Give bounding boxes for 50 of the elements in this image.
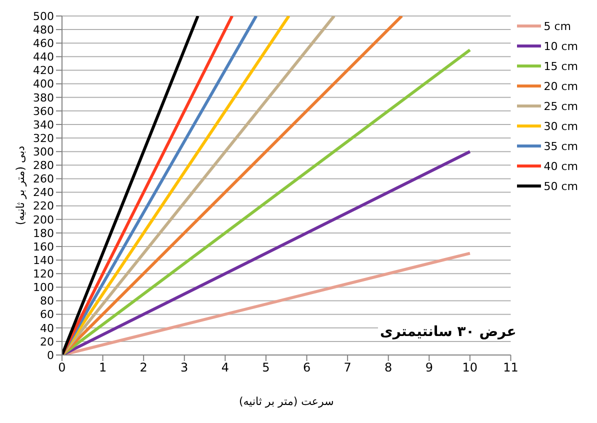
y-tick-label: 400 xyxy=(33,78,54,91)
x-tick-label: 4 xyxy=(221,360,229,375)
x-tick-label: 2 xyxy=(140,360,148,375)
y-tick-label: 300 xyxy=(33,146,54,159)
x-tick-label: 5 xyxy=(262,360,270,375)
legend-label: 35 cm xyxy=(544,140,578,152)
y-tick-label: 220 xyxy=(33,200,54,213)
legend-label: 50 cm xyxy=(544,180,578,192)
x-tick-label: 3 xyxy=(180,360,188,375)
legend-label: 20 cm xyxy=(544,80,578,92)
y-tick-label: 60 xyxy=(40,308,54,322)
y-tick-label: 360 xyxy=(33,104,54,118)
y-tick-label: 100 xyxy=(33,281,54,294)
y-tick-label: 180 xyxy=(33,226,54,240)
y-tick-label: 80 xyxy=(40,294,54,308)
y-tick-label: 20 xyxy=(40,335,54,348)
y-tick-label: 420 xyxy=(33,64,54,78)
y-tick-label: 160 xyxy=(33,240,54,254)
legend-label: 30 cm xyxy=(544,120,578,132)
x-tick-label: 10 xyxy=(462,360,478,375)
y-tick-label: 500 xyxy=(33,10,54,23)
x-tick-label: 7 xyxy=(344,360,352,375)
legend-label: 15 cm xyxy=(544,60,578,72)
y-tick-label: 380 xyxy=(33,91,54,104)
legend-label: 40 cm xyxy=(544,160,578,172)
y-tick-label: 320 xyxy=(33,132,54,145)
y-tick-label: 340 xyxy=(33,118,54,132)
y-tick-label: 120 xyxy=(33,268,54,281)
x-tick-label: 9 xyxy=(425,360,433,375)
y-tick-label: 140 xyxy=(33,254,54,267)
y-tick-label: 40 xyxy=(40,322,54,335)
y-tick-label: 440 xyxy=(33,50,54,64)
legend-label: 25 cm xyxy=(544,100,578,112)
x-tick-label: 11 xyxy=(503,360,518,375)
y-tick-label: 240 xyxy=(33,186,54,200)
x-tick-label: 6 xyxy=(302,360,311,375)
legend-label: 10 cm xyxy=(544,40,578,52)
y-tick-label: 460 xyxy=(33,37,54,50)
y-tick-label: 280 xyxy=(33,159,54,172)
y-tick-label: 260 xyxy=(33,172,54,186)
y-tick-label: 200 xyxy=(33,213,54,226)
x-tick-label: 0 xyxy=(58,360,66,375)
legend-label: 5 cm xyxy=(544,20,571,32)
x-tick-label: 1 xyxy=(98,360,107,375)
x-axis-title: سرعت (متر بر ثانیه) xyxy=(238,394,334,408)
y-tick-label: 0 xyxy=(47,348,54,362)
y-tick-label: 480 xyxy=(33,23,54,36)
annotation: عرض ۳۰ سانتیمتری xyxy=(378,324,518,340)
x-tick-label: 8 xyxy=(384,360,392,375)
y-axis-title: دبی (متر بر ثانیه) xyxy=(14,146,27,226)
